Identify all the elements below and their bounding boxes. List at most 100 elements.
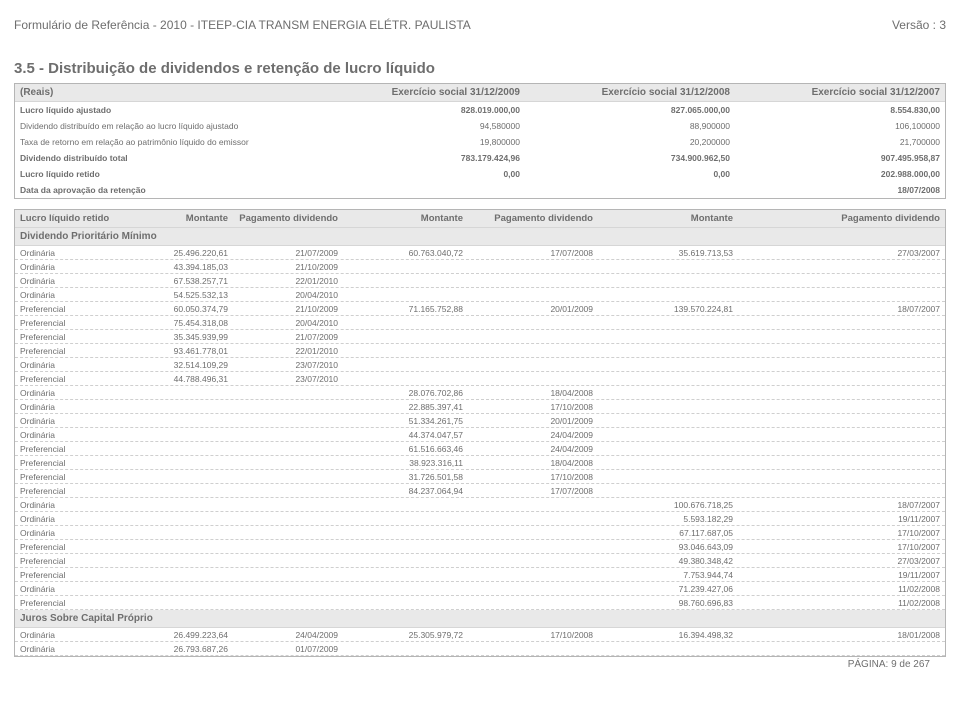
detail-row-m2 [343, 260, 468, 273]
detail-row-d1 [233, 470, 343, 483]
detail-col-m3: Montante [598, 210, 738, 227]
detail-row-d3: 17/10/2007 [738, 540, 945, 553]
detail-row-m2: 60.763.040,72 [343, 246, 468, 259]
detail-row-d2 [468, 330, 598, 343]
detail-row: Ordinária51.334.261,7520/01/2009 [15, 414, 945, 428]
detail-row-d3 [738, 260, 945, 273]
detail-row-m2: 28.076.702,86 [343, 386, 468, 399]
detail-row-m3 [598, 428, 738, 441]
summary-row: Dividendo distribuído total783.179.424,9… [15, 150, 945, 166]
detail-row-m3: 7.753.944,74 [598, 568, 738, 581]
detail-col-d3: Pagamento dividendo [738, 210, 945, 227]
summary-row-v2: 88,900000 [525, 118, 735, 134]
detail-row-m1 [133, 386, 233, 399]
detail-row-label: Ordinária [15, 260, 133, 273]
detail-row-m2: 22.885.397,41 [343, 400, 468, 413]
detail-row-d3 [738, 414, 945, 427]
detail-row-m1: 60.050.374,79 [133, 302, 233, 315]
summary-row-label: Lucro líquido retido [15, 166, 315, 182]
detail-row-d3: 18/01/2008 [738, 628, 945, 641]
detail-row-d3: 18/07/2007 [738, 302, 945, 315]
summary-row-v3: 18/07/2008 [735, 182, 945, 198]
detail-row: Preferencial49.380.348,4227/03/2007 [15, 554, 945, 568]
detail-row-d3: 11/02/2008 [738, 596, 945, 609]
summary-row: Lucro líquido retido0,000,00202.988.000,… [15, 166, 945, 182]
summary-row-v2: 20,200000 [525, 134, 735, 150]
detail-row-d1: 21/10/2009 [233, 302, 343, 315]
detail-header: Lucro líquido retido Montante Pagamento … [15, 210, 945, 228]
detail-col-d1: Pagamento dividendo [233, 210, 343, 227]
detail-row-d1 [233, 526, 343, 539]
detail-row: Ordinária28.076.702,8618/04/2008 [15, 386, 945, 400]
detail-row: Preferencial7.753.944,7419/11/2007 [15, 568, 945, 582]
detail-row-m2: 44.374.047,57 [343, 428, 468, 441]
detail-row-m2 [343, 582, 468, 595]
detail-row-m3 [598, 260, 738, 273]
detail-col-m2: Montante [343, 210, 468, 227]
detail-row-d1 [233, 498, 343, 511]
detail-row-m2 [343, 344, 468, 357]
detail-row-m3 [598, 372, 738, 385]
detail-row-m3: 16.394.498,32 [598, 628, 738, 641]
detail-row-m3: 67.117.687,05 [598, 526, 738, 539]
detail-row-m1: 26.793.687,26 [133, 642, 233, 655]
summary-row-v1: 94,580000 [315, 118, 525, 134]
detail-col-d2: Pagamento dividendo [468, 210, 598, 227]
summary-col-2007: Exercício social 31/12/2007 [735, 84, 945, 101]
detail-row-label: Preferencial [15, 568, 133, 581]
detail-row-label: Ordinária [15, 274, 133, 287]
detail-row-label: Preferencial [15, 330, 133, 343]
detail-row-m2 [343, 316, 468, 329]
detail-row-d2 [468, 260, 598, 273]
detail-row-m3: 93.046.643,09 [598, 540, 738, 553]
detail-row: Ordinária54.525.532,1320/04/2010 [15, 288, 945, 302]
detail-row: Ordinária71.239.427,0611/02/2008 [15, 582, 945, 596]
detail-row-d2 [468, 512, 598, 525]
summary-row-label: Taxa de retorno em relação ao patrimônio… [15, 134, 315, 150]
detail-row-d2 [468, 372, 598, 385]
detail-row-d2 [468, 540, 598, 553]
detail-row-m3 [598, 358, 738, 371]
detail-row-d2: 17/10/2008 [468, 400, 598, 413]
detail-row-m1: 25.496.220,61 [133, 246, 233, 259]
detail-row-m3 [598, 456, 738, 469]
detail-row-m1 [133, 540, 233, 553]
summary-col-2009: Exercício social 31/12/2009 [315, 84, 525, 101]
detail-row-d2: 17/10/2008 [468, 470, 598, 483]
summary-row-v3: 8.554.830,00 [735, 102, 945, 118]
detail-row: Preferencial35.345.939,9921/07/2009 [15, 330, 945, 344]
detail-row-m3: 100.676.718,25 [598, 498, 738, 511]
detail-row-d2 [468, 358, 598, 371]
detail-row-m1 [133, 484, 233, 497]
detail-row-label: Ordinária [15, 628, 133, 641]
summary-box: (Reais) Exercício social 31/12/2009 Exer… [14, 83, 946, 199]
detail-row-label: Ordinária [15, 642, 133, 655]
detail-row-m2: 38.923.316,11 [343, 456, 468, 469]
detail-row: Preferencial60.050.374,7921/10/200971.16… [15, 302, 945, 316]
detail-row: Ordinária26.499.223,6424/04/200925.305.9… [15, 628, 945, 642]
detail-row: Preferencial31.726.501,5817/10/2008 [15, 470, 945, 484]
detail-row-m3 [598, 442, 738, 455]
detail-section2-title: Juros Sobre Capital Próprio [15, 610, 945, 628]
detail-row-m2: 51.334.261,75 [343, 414, 468, 427]
detail-row-label: Preferencial [15, 316, 133, 329]
summary-row: Taxa de retorno em relação ao patrimônio… [15, 134, 945, 150]
detail-row-d1: 21/10/2009 [233, 260, 343, 273]
detail-row-d3 [738, 470, 945, 483]
detail-row-d1 [233, 540, 343, 553]
detail-row-m1 [133, 582, 233, 595]
detail-row-d1 [233, 400, 343, 413]
detail-row-d2 [468, 498, 598, 511]
summary-col-2008: Exercício social 31/12/2008 [525, 84, 735, 101]
detail-row-d1: 01/07/2009 [233, 642, 343, 655]
detail-row-m2 [343, 596, 468, 609]
detail-row-d3: 11/02/2008 [738, 582, 945, 595]
detail-row-m1: 35.345.939,99 [133, 330, 233, 343]
detail-row-m1 [133, 512, 233, 525]
detail-row-m1 [133, 400, 233, 413]
detail-row-m3 [598, 400, 738, 413]
detail-row-m2: 71.165.752,88 [343, 302, 468, 315]
detail-row: Preferencial84.237.064,9417/07/2008 [15, 484, 945, 498]
detail-box: Lucro líquido retido Montante Pagamento … [14, 209, 946, 657]
detail-row-m1 [133, 596, 233, 609]
